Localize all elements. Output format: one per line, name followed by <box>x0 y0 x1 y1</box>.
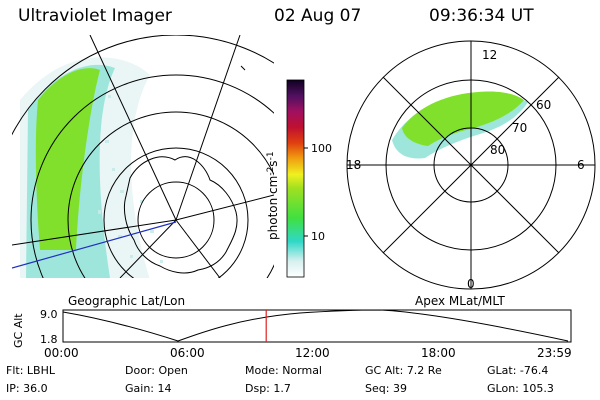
info-dsp-value: 1.7 <box>273 382 291 395</box>
ytick-1.8: 1.8 <box>40 333 58 346</box>
mlt-label-12: 12 <box>482 48 497 62</box>
xtick-1200: 12:00 <box>295 346 330 360</box>
info-ip-value: 36.0 <box>23 382 48 395</box>
info-gcalt-value: 7.2 Re <box>406 364 442 377</box>
mlt-label-0: 0 <box>467 277 475 291</box>
info-dsp-key: Dsp: <box>245 382 270 395</box>
info-gain-key: Gain: <box>125 382 154 395</box>
lat-label-80: 80 <box>490 143 505 157</box>
mlt-label-6: 6 <box>577 158 585 172</box>
date-label: 02 Aug 07 <box>274 6 362 26</box>
info-seq-key: Seq: <box>365 382 390 395</box>
ytick-9: 9.0 <box>40 308 58 321</box>
polar-aurora-green <box>402 91 524 146</box>
colorbar-tick-10: 10 <box>311 230 325 243</box>
xtick-0000: 00:00 <box>44 346 79 360</box>
blue-track <box>12 221 177 269</box>
colorbar-label: photon cm-2s-1 <box>266 151 280 240</box>
lat-label-60: 60 <box>536 98 551 112</box>
info-ip-key: IP: <box>6 382 20 395</box>
xtick-1800: 18:00 <box>421 346 456 360</box>
info-gcalt-key: GC Alt: <box>365 364 404 377</box>
info-glat-value: -76.4 <box>519 364 549 377</box>
info-flt-value: LBHL <box>26 364 55 377</box>
info-door-value: Open <box>158 364 188 377</box>
info-glon-key: GLon: <box>487 382 519 395</box>
xtick-2359: 23:59 <box>537 346 572 360</box>
info-glon-value: 105.3 <box>522 382 554 395</box>
info-row-2: IP: 36.0 Gain: 14 Dsp: 1.7 Seq: 39 GLon:… <box>0 382 600 398</box>
coastline <box>123 156 238 274</box>
info-mode-value: Normal <box>282 364 322 377</box>
instrument-title: Ultraviolet Imager <box>18 6 172 26</box>
info-glat-key: GLat: <box>487 364 517 377</box>
altitude-curve <box>62 309 569 342</box>
timeline-left-title: Geographic Lat/Lon <box>68 294 186 308</box>
info-door-key: Door: <box>125 364 155 377</box>
xtick-0600: 06:00 <box>170 346 205 360</box>
info-seq-value: 39 <box>392 382 407 395</box>
info-flt-key: Flt: <box>6 364 24 377</box>
info-row-1: Flt: LBHL Door: Open Mode: Normal GC Alt… <box>0 364 600 380</box>
lat-label-70: 70 <box>512 121 527 135</box>
time-label: 09:36:34 UT <box>429 6 534 26</box>
mlt-label-18: 18 <box>346 158 361 172</box>
timeline-right-title: Apex MLat/MLT <box>415 294 505 308</box>
gc-alt-label: GC Alt <box>12 313 25 348</box>
info-gain-value: 14 <box>157 382 172 395</box>
colorbar-tick-100: 100 <box>311 142 332 155</box>
aurora-green-band <box>35 68 101 250</box>
info-mode-key: Mode: <box>245 364 279 377</box>
